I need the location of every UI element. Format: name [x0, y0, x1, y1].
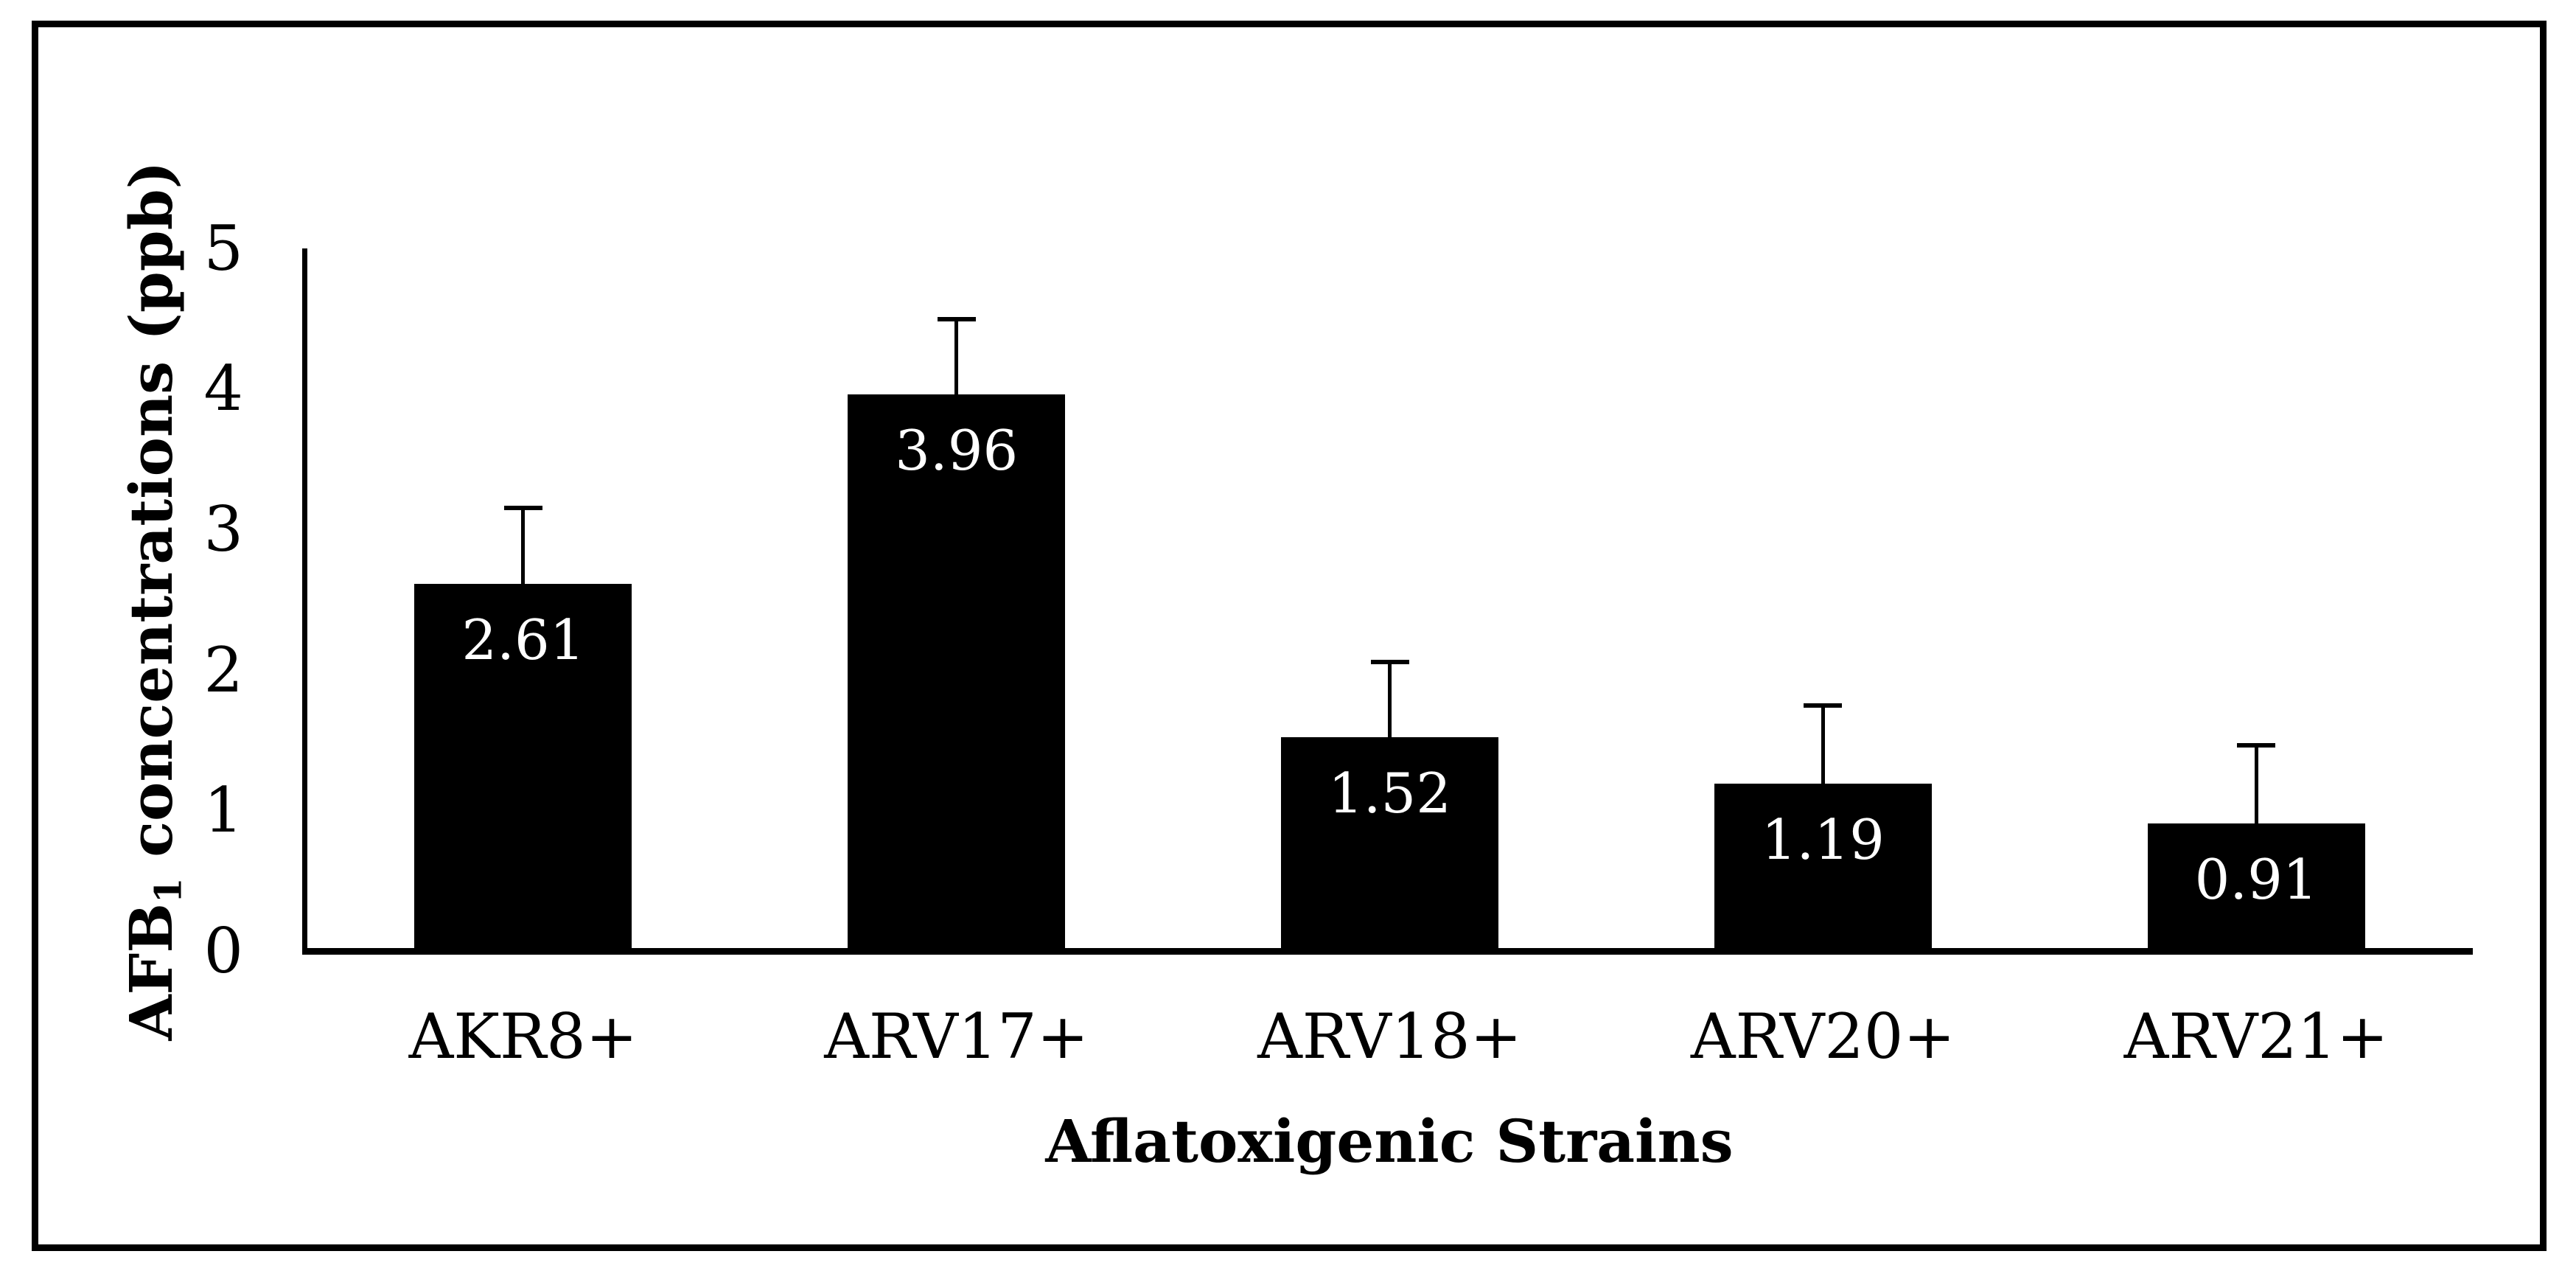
error-bar-cap-ARV17+ — [937, 317, 976, 322]
x-category-label-ARV20+: ARV20+ — [1690, 1000, 1955, 1073]
bar-value-label-AKR8+: 2.61 — [461, 607, 585, 673]
x-category-label-ARV18+: ARV18+ — [1257, 1000, 1522, 1073]
bar-value-label-ARV17+: 3.96 — [895, 418, 1019, 484]
error-bar-stem-AKR8+ — [521, 505, 526, 585]
error-bar-cap-ARV18+ — [1370, 660, 1409, 665]
y-axis-title-rest: concentrations (ppb) — [116, 161, 186, 878]
bar-ARV20+ — [1714, 784, 1932, 951]
error-bar-cap-ARV21+ — [2237, 742, 2276, 748]
y-tick-label-5: 5 — [203, 212, 243, 285]
y-axis-title: AFB1 concentrations (ppb) — [114, 85, 190, 1117]
bar-AKR8+ — [414, 584, 632, 951]
y-tick-label-1: 1 — [203, 774, 243, 847]
bar-ARV21+ — [2147, 823, 2365, 951]
x-axis-line — [302, 948, 2473, 955]
error-bar-stem-ARV21+ — [2254, 742, 2258, 823]
error-bar-stem-ARV20+ — [1821, 703, 1825, 784]
error-bar-cap-AKR8+ — [503, 505, 542, 510]
bar-value-label-ARV20+: 1.19 — [1761, 807, 1885, 873]
x-category-label-AKR8+: AKR8+ — [408, 1000, 638, 1073]
y-axis-title-subscript: 1 — [146, 877, 190, 904]
error-bar-stem-ARV17+ — [954, 317, 959, 395]
y-tick-label-4: 4 — [203, 352, 243, 425]
y-tick-label-0: 0 — [203, 915, 243, 987]
bar-value-label-ARV18+: 1.52 — [1328, 761, 1451, 826]
error-bar-cap-ARV20+ — [1804, 703, 1843, 708]
error-bar-stem-ARV18+ — [1388, 660, 1392, 738]
y-axis-line — [302, 248, 307, 955]
bar-ARV18+ — [1281, 737, 1498, 951]
x-category-label-ARV17+: ARV17+ — [824, 1000, 1089, 1073]
x-axis-title: Aflatoxigenic Strains — [1045, 1107, 1734, 1176]
y-axis-title-base: AFB — [116, 903, 186, 1041]
bar-ARV17+ — [848, 394, 1066, 951]
bar-value-label-ARV21+: 0.91 — [2194, 846, 2318, 912]
x-category-label-ARV21+: ARV21+ — [2123, 1000, 2389, 1073]
y-tick-label-3: 3 — [203, 493, 243, 566]
y-tick-label-2: 2 — [203, 633, 243, 706]
